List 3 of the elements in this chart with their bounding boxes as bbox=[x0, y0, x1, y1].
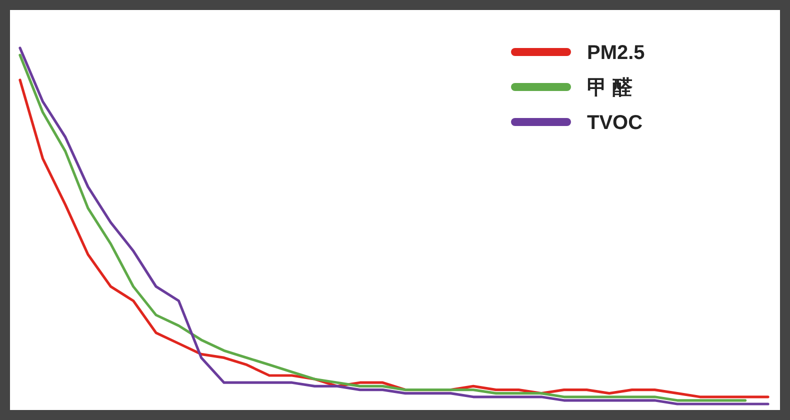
legend-label: TVOC bbox=[587, 112, 643, 134]
legend-label: 甲 醛 bbox=[587, 77, 634, 99]
legend-label: PM2.5 bbox=[587, 42, 645, 64]
